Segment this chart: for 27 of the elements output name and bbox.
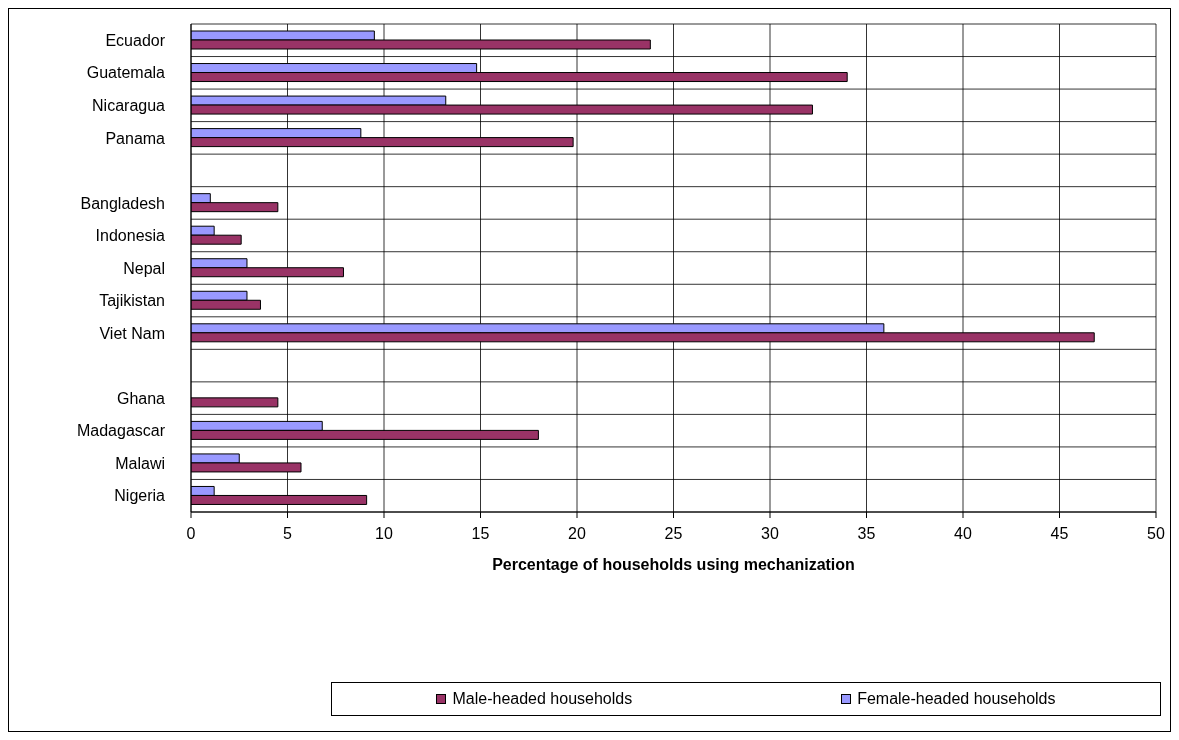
x-tick-label: 40: [954, 525, 972, 543]
y-tick-label: Tajikistan: [99, 292, 165, 310]
x-tick-label: 45: [1050, 525, 1069, 543]
y-tick-label: Nigeria: [114, 487, 166, 505]
y-tick-label: Malawi: [115, 454, 165, 472]
x-tick-label: 25: [664, 525, 683, 543]
x-tick-label: 10: [375, 525, 393, 543]
y-tick-label: Guatemala: [86, 64, 166, 82]
y-tick-label: Nepal: [123, 259, 165, 277]
legend-label: Male-headed households: [451, 690, 633, 708]
x-tick-label: 0: [186, 525, 196, 543]
x-tick-label: 20: [568, 525, 586, 543]
y-tick-label: Bangladesh: [80, 194, 165, 212]
y-tick-label: Ghana: [116, 389, 166, 407]
y-tick-label: Madagascar: [76, 422, 166, 440]
x-tick-label: 15: [471, 525, 490, 543]
x-tick-label: 5: [283, 525, 293, 543]
y-tick-label: Indonesia: [95, 227, 166, 245]
legend-label: Female-headed households: [856, 690, 1056, 708]
x-tick-label: 30: [761, 525, 779, 543]
y-tick-label: Ecuador: [105, 31, 166, 49]
x-tick-label: 50: [1147, 525, 1165, 543]
x-axis-title: Percentage of households using mechanization: [492, 556, 855, 573]
y-tick-label: Nicaragua: [92, 97, 166, 115]
y-tick-label: Panama: [105, 129, 166, 147]
y-tick-label: Viet Nam: [99, 324, 165, 342]
x-tick-label: 35: [857, 525, 876, 543]
